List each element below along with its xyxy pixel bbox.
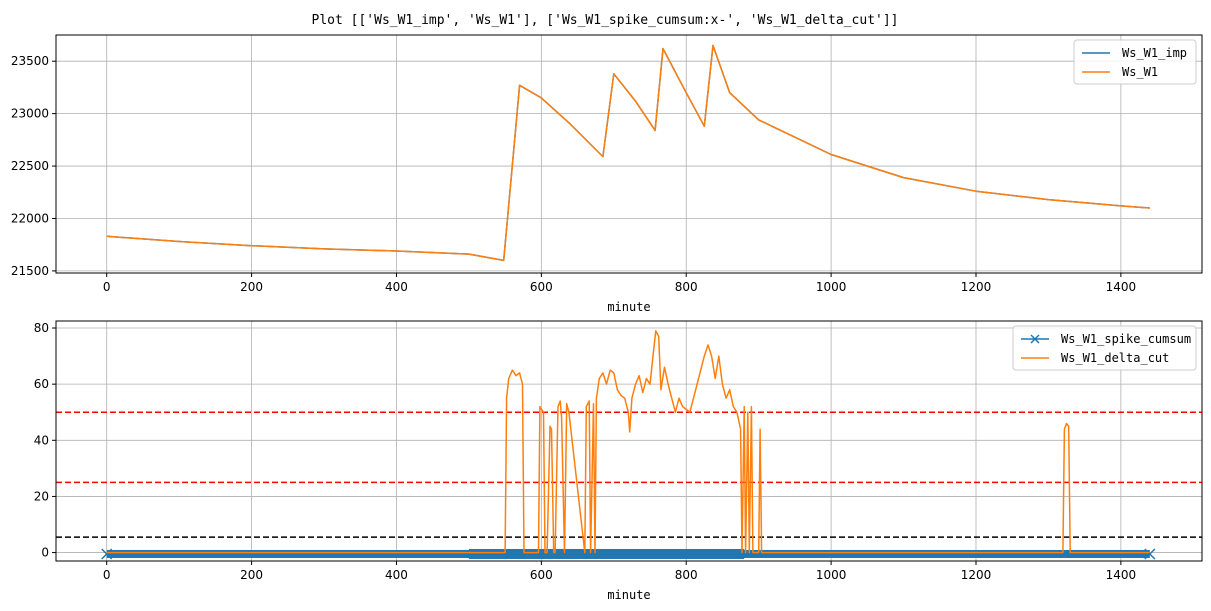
x-tick-label: 1200 — [961, 280, 992, 294]
x-tick-label: 200 — [240, 280, 263, 294]
series-line-Ws_W1 — [106, 44, 1150, 262]
figure-title: Plot [['Ws_W1_imp', 'Ws_W1'], ['Ws_W1_sp… — [312, 13, 899, 28]
axes-frame — [55, 34, 1203, 274]
y-tick-label: 60 — [34, 377, 49, 391]
y-tick-label: 23500 — [11, 54, 49, 68]
x-axis-label: minute — [607, 588, 650, 602]
x-tick-label: 1000 — [816, 280, 847, 294]
x-tick-label: 1400 — [1106, 280, 1137, 294]
y-tick-label: 80 — [34, 321, 49, 335]
legend-label: Ws_W1_imp — [1122, 46, 1187, 60]
x-axis-label: minute — [607, 300, 650, 314]
x-tick-label: 0 — [103, 568, 111, 582]
x-tick-label: 400 — [385, 280, 408, 294]
y-tick-label: 23000 — [11, 107, 49, 121]
top-panel: 0 200 400 600 800 1000 1200 1400 21500 22000 22500… — [11, 34, 1203, 314]
x-tick-label: 600 — [530, 568, 553, 582]
x-tick-label: 200 — [240, 568, 263, 582]
x-tick-label: 600 — [530, 280, 553, 294]
series-line-Ws_W1_imp — [106, 44, 1150, 262]
legend: Ws_W1_spike_cumsum Ws_W1_delta_cut — [1012, 325, 1197, 371]
bottom-panel: 0 200 400 600 800 1000 1200 1400 0 20 40 60 80 minute… — [34, 320, 1203, 602]
legend-box — [1012, 325, 1197, 371]
plot-area — [56, 330, 1202, 560]
y-tick-label: 22000 — [11, 211, 49, 225]
series-marker — [1144, 548, 1156, 560]
x-tick-label: 0 — [103, 280, 111, 294]
x-tick-label: 1200 — [961, 568, 992, 582]
series-line-Ws_W1_delta_cut — [106, 330, 1150, 554]
legend-label: Ws_W1_spike_cumsum — [1061, 332, 1191, 346]
x-tick-label: 400 — [385, 568, 408, 582]
legend-box — [1073, 39, 1197, 85]
legend-label: Ws_W1_delta_cut — [1061, 351, 1169, 365]
legend-marker — [1030, 334, 1040, 344]
y-tick-label: 40 — [34, 433, 49, 447]
y-tick-label: 20 — [34, 489, 49, 503]
x-tick-label: 800 — [675, 280, 698, 294]
series-band — [468, 548, 745, 559]
x-tick-label: 800 — [675, 568, 698, 582]
legend-label: Ws_W1 — [1122, 65, 1158, 79]
y-tick-label: 22500 — [11, 159, 49, 173]
x-tick-label: 1400 — [1106, 568, 1137, 582]
series-marker — [101, 548, 113, 560]
y-tick-label: 21500 — [11, 264, 49, 278]
y-tick-label: 0 — [41, 546, 49, 560]
legend: Ws_W1_imp Ws_W1 — [1073, 39, 1197, 85]
plot-area — [106, 44, 1150, 262]
axes-frame — [55, 320, 1203, 562]
x-tick-label: 1000 — [816, 568, 847, 582]
